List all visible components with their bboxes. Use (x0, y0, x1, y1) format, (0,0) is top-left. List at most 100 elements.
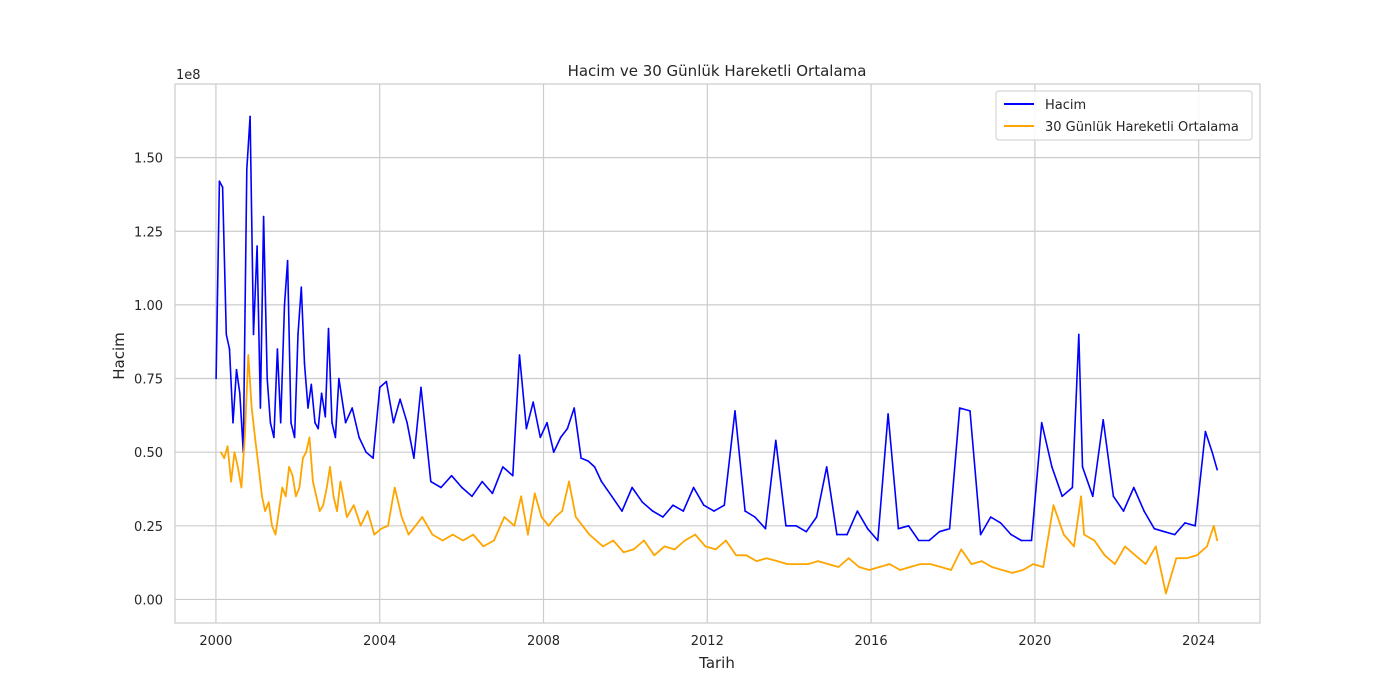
ma-line-point (520, 495, 522, 498)
ma-line-point (735, 554, 737, 557)
ma-line-point (776, 560, 779, 562)
ma-line-point (632, 548, 635, 551)
hacim-line-point (259, 407, 262, 409)
ma-line-point (684, 539, 686, 542)
ma-line-point (1124, 545, 1126, 548)
ma-line-point (441, 539, 444, 542)
ma-line-point (240, 486, 243, 489)
hacim-line-point (1122, 510, 1125, 512)
hacim-line-point (358, 436, 360, 439)
hacim-line-point (266, 377, 269, 380)
ma-line-point (298, 486, 301, 489)
ma-line-point (452, 533, 454, 536)
ma-line-point (322, 504, 325, 507)
hacim-line-point (252, 333, 255, 336)
ma-line-point (281, 486, 284, 489)
ma-line-point (503, 516, 506, 518)
hacim-line-point (327, 327, 330, 330)
hacim-line-point (1133, 486, 1135, 489)
ma-line-point (462, 539, 464, 542)
y-tick-label: 0.25 (134, 520, 163, 535)
ma-line-point (1114, 563, 1116, 565)
ma-line-point (329, 466, 331, 468)
hacim-line-point (406, 421, 408, 424)
ma-line-point (899, 569, 901, 571)
ma-line-point (267, 501, 270, 504)
y-tick-label: 1.25 (134, 225, 163, 240)
hacim-line-point (621, 510, 623, 512)
ma-line-point (318, 510, 321, 512)
hacim-line-point (502, 466, 504, 468)
x-axis-label: Tarih (698, 654, 735, 672)
ma-line-point (326, 486, 328, 489)
ma-line-point (230, 480, 232, 483)
hacim-line-point (713, 510, 715, 512)
ma-line-point (929, 563, 932, 565)
hacim-line-point (1112, 495, 1115, 498)
ma-line-point (765, 557, 768, 559)
series-hacim (215, 115, 1218, 542)
ma-line-point (1022, 569, 1024, 571)
ma-line-point (226, 445, 229, 448)
hacim-line-point (256, 245, 258, 247)
hacim-line-point (279, 421, 282, 424)
hacim-line-point (703, 504, 705, 507)
hacim-line-point (399, 398, 401, 401)
hacim-line-point (552, 451, 555, 454)
hacim-line-point (580, 457, 582, 459)
hacim-line-point (300, 286, 303, 289)
ma-line-point (725, 539, 727, 542)
x-tick-label: 2000 (199, 634, 232, 649)
hacim-line-point (979, 533, 982, 536)
hacim-line-point (907, 525, 910, 527)
hacim-line-point (775, 439, 777, 442)
hacim-line-point (1071, 486, 1074, 489)
hacim-line-point (600, 480, 603, 483)
hacim-line-point (631, 486, 633, 489)
x-tick-label: 2020 (1018, 634, 1051, 649)
ma-line-point (1011, 572, 1014, 574)
ma-line-point (312, 480, 314, 483)
hacim-line-point (573, 407, 575, 409)
hacim-line-point (744, 510, 746, 512)
ma-line-point (305, 451, 307, 454)
hacim-line-point (1078, 333, 1080, 336)
ma-line-point (400, 516, 403, 518)
hacim-line-point (825, 466, 828, 468)
hacim-line-point (228, 348, 231, 350)
hacim-line-point (938, 530, 941, 533)
hacim-line-point (1173, 533, 1176, 536)
ma-line-point (704, 545, 707, 548)
ma-line-point (868, 569, 870, 571)
hacim-line-point (225, 333, 228, 336)
hacim-line-point (641, 501, 644, 504)
legend: Hacim 30 Günlük Hareketli Ortalama (995, 90, 1253, 141)
ma-line-point (336, 510, 338, 512)
ma-line-point (513, 525, 516, 527)
hacim-line-point (866, 527, 869, 530)
y-tick-label: 1.50 (134, 152, 163, 167)
hacim-line-point (836, 533, 838, 536)
ma-line-point (878, 566, 881, 568)
ma-line-point (237, 466, 239, 468)
ma-line-point (1144, 563, 1147, 565)
ma-line-point (817, 560, 819, 562)
series-ma (220, 354, 1219, 595)
hacim-line-point (815, 516, 818, 518)
hacim-line-point (525, 427, 528, 430)
hacim-line-point (764, 527, 767, 530)
hacim-line-point (593, 466, 596, 468)
ma-line-point (561, 510, 563, 512)
hacim-line-point (365, 451, 367, 454)
ma-line-point (950, 569, 952, 571)
ma-line-point (482, 545, 485, 548)
ma-line-point (940, 566, 942, 568)
ma-line-point (1042, 566, 1045, 568)
ma-line-point (575, 516, 577, 518)
hacim-line-point (232, 421, 234, 424)
hacim-line-point (512, 474, 514, 477)
chart-title: Hacim ve 30 Günlük Hareketli Ortalama (568, 62, 867, 80)
hacim-line-point (215, 377, 217, 380)
hacim-line-point (785, 525, 787, 527)
